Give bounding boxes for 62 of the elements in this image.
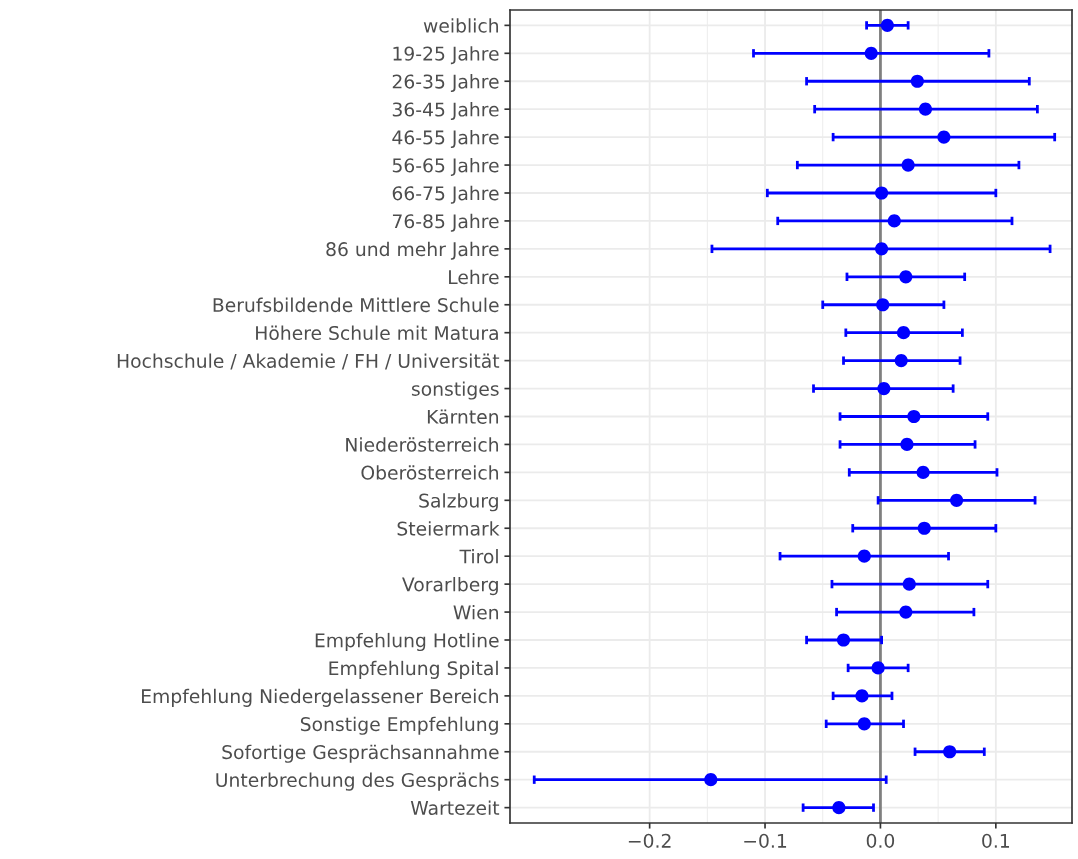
- y-tick-label: Sofortige Gesprächsannahme: [222, 744, 499, 763]
- point: [894, 354, 908, 368]
- y-tick-label: 46-55 Jahre: [392, 130, 499, 148]
- point: [910, 74, 924, 88]
- point: [704, 773, 718, 787]
- point: [899, 605, 913, 619]
- x-tick-label: 0.1: [982, 833, 1010, 848]
- y-tick-label: Lehre: [449, 269, 499, 285]
- point: [864, 46, 878, 60]
- y-tick-label: Steiermark: [397, 521, 500, 536]
- y-tick-label: Berufsbildende Mittlere Schule: [213, 297, 499, 313]
- y-tick-label: 66-75 Jahre: [392, 185, 499, 204]
- point: [877, 381, 891, 396]
- y-tick-label: 19-25 Jahre: [393, 46, 499, 65]
- point: [943, 745, 957, 759]
- point: [876, 298, 890, 312]
- y-tick-label: 56-65 Jahre: [392, 157, 499, 176]
- y-tick-label: Empfehlung Hotline: [315, 632, 499, 652]
- y-tick-label: Salzburg: [419, 493, 498, 512]
- y-tick-label: Vorarlberg: [402, 577, 498, 596]
- point: [836, 633, 851, 647]
- y-tick-label: 86 und mehr Jahre: [326, 241, 499, 260]
- y-tick-label: 76-85 Jahre: [392, 213, 499, 232]
- point: [900, 437, 914, 452]
- y-tick-label: Oberösterreich: [361, 465, 498, 480]
- y-tick-label: Empfehlung Spital: [329, 660, 498, 679]
- point: [875, 186, 889, 200]
- point: [875, 242, 889, 256]
- y-tick-label: Hochschule / Akademie / FH / Universität: [117, 353, 500, 370]
- y-tick-label: Niederösterreich: [346, 437, 498, 452]
- x-tick-label: −0.2: [628, 833, 671, 848]
- point: [916, 465, 930, 479]
- point: [855, 689, 869, 703]
- y-tick-label: weiblich: [423, 18, 498, 33]
- y-tick-label: Kärnten: [427, 409, 498, 424]
- point: [901, 158, 915, 172]
- point: [937, 130, 951, 144]
- point: [917, 521, 931, 535]
- point: [918, 102, 933, 116]
- point: [907, 409, 921, 424]
- point: [871, 661, 885, 675]
- y-tick-label: Unterbrechung des Gesprächs: [216, 772, 499, 791]
- point: [896, 326, 911, 340]
- x-tick-label: 0.0: [866, 833, 895, 848]
- point: [857, 549, 871, 563]
- point: [899, 270, 913, 284]
- point: [902, 577, 916, 591]
- point: [832, 801, 846, 815]
- y-tick-label: Tirol: [459, 549, 498, 564]
- x-tick-label: −0.1: [744, 833, 787, 848]
- y-tick-label: sonstiges: [411, 381, 499, 400]
- y-tick-label: 26-35 Jahre: [392, 74, 499, 93]
- y-tick-label: Höhere Schule mit Matura: [256, 325, 498, 341]
- point: [857, 717, 871, 731]
- y-tick-label: 36-45 Jahre: [392, 102, 499, 121]
- y-tick-label: Empfehlung Niedergelassener Bereich: [142, 688, 498, 707]
- y-tick-label: Sonstige Empfehlung: [300, 716, 498, 735]
- point: [950, 493, 964, 507]
- point: [880, 18, 894, 32]
- point: [887, 214, 901, 228]
- y-tick-label: Wien: [453, 604, 498, 620]
- y-tick-label: Wartezeit: [410, 800, 500, 816]
